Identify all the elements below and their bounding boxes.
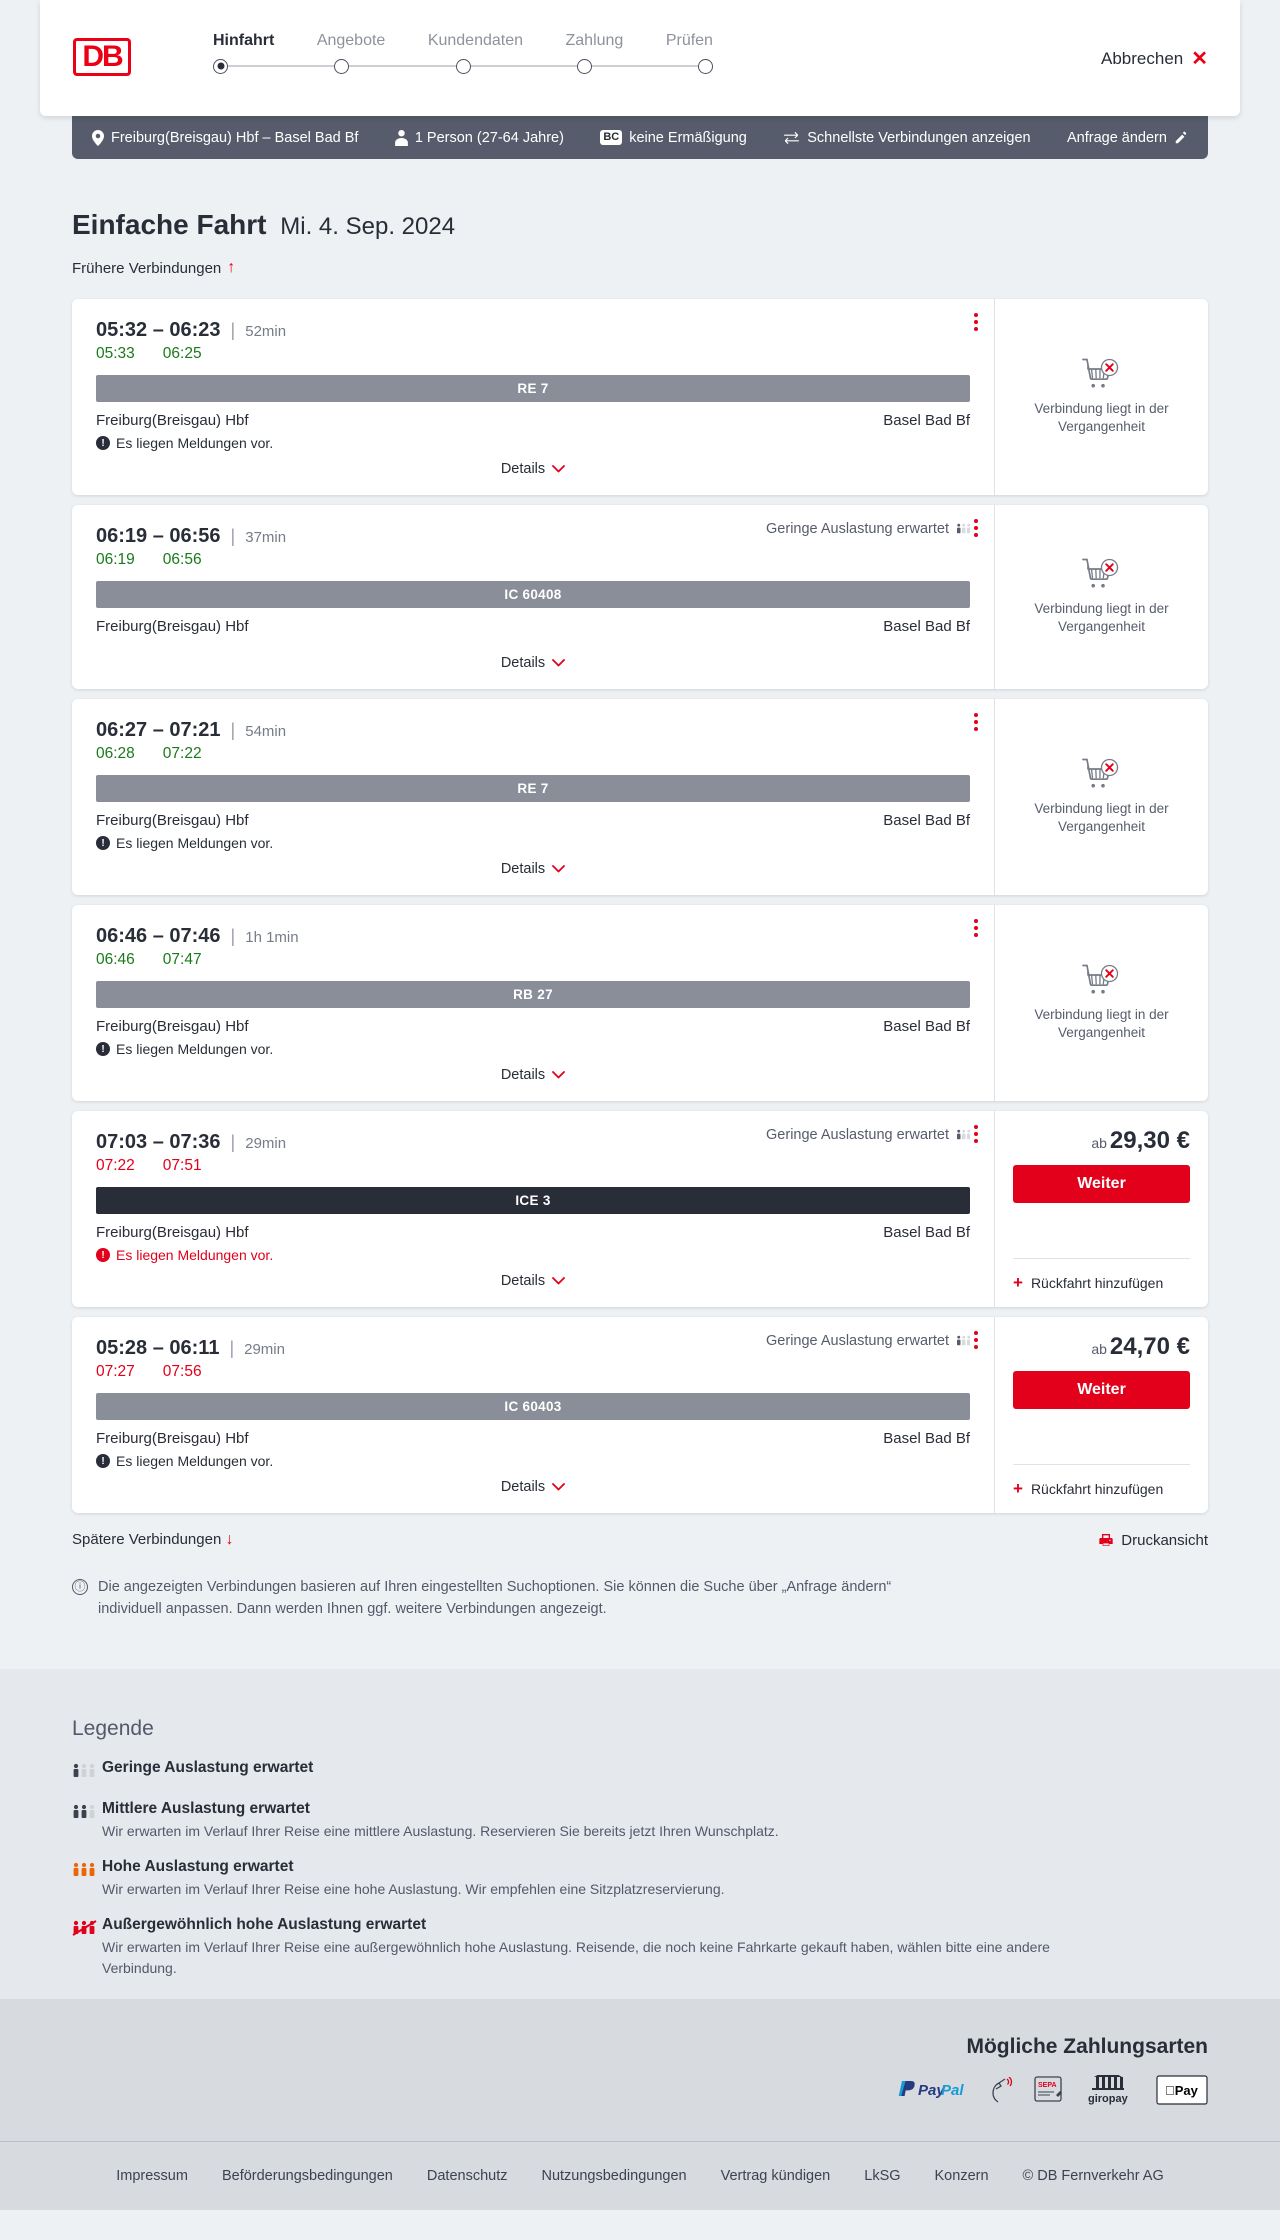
svg-text:giropay: giropay bbox=[1088, 2093, 1129, 2105]
svg-text:Pal: Pal bbox=[941, 2082, 964, 2099]
svg-text:SEPA: SEPA bbox=[1038, 2082, 1057, 2089]
svg-text:Pay: Pay bbox=[1165, 2083, 1199, 2098]
